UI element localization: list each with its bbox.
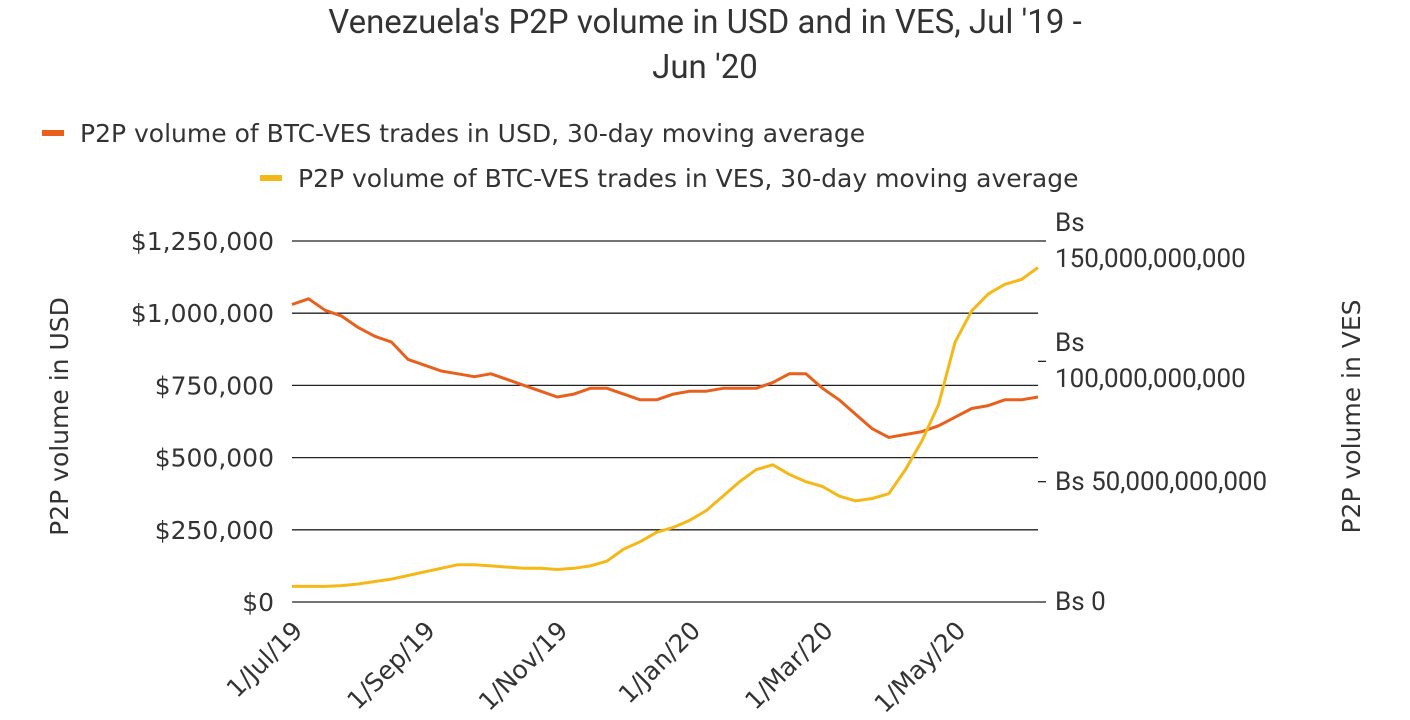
y2-tick-label: Bs 100,000,000,000: [1055, 328, 1246, 395]
x-tick-label: 1/Jul/19: [221, 616, 308, 703]
x-tick-label: 1/May/20: [869, 616, 972, 719]
y-tick-label: $500,000: [155, 444, 274, 473]
x-tick-label: 1/Sep/19: [341, 616, 440, 715]
x-tick-label: 1/Nov/19: [473, 616, 574, 717]
legend-swatch: [42, 130, 64, 136]
chart-title: Venezuela's P2P volume in USD and in VES…: [328, 3, 1082, 87]
y-tick-label: $0: [242, 588, 274, 617]
y-tick-label: $250,000: [155, 516, 274, 545]
y-tick-label: $1,250,000: [131, 227, 274, 256]
legend-label: P2P volume of BTC-VES trades in VES, 30-…: [298, 164, 1078, 193]
y-tick-label: $1,000,000: [131, 299, 274, 328]
legend-label: P2P volume of BTC-VES trades in USD, 30-…: [80, 119, 865, 148]
series-line: [291, 297, 1039, 439]
y-tick-label: $750,000: [155, 371, 274, 400]
x-tick-label: 1/Jan/20: [613, 616, 706, 709]
y2-tick-label: Bs 0: [1055, 587, 1106, 617]
y2-axis-title: P2P volume in VES: [1337, 299, 1366, 533]
y2-tick-label: Bs 50,000,000,000: [1055, 466, 1268, 497]
y2-tick-label: Bs 150,000,000,000: [1055, 208, 1246, 274]
series-line: [292, 266, 1039, 588]
x-tick-label: 1/Mar/20: [739, 616, 839, 716]
legend-swatch: [260, 175, 282, 181]
y-axis-title: P2P volume in USD: [45, 297, 74, 536]
